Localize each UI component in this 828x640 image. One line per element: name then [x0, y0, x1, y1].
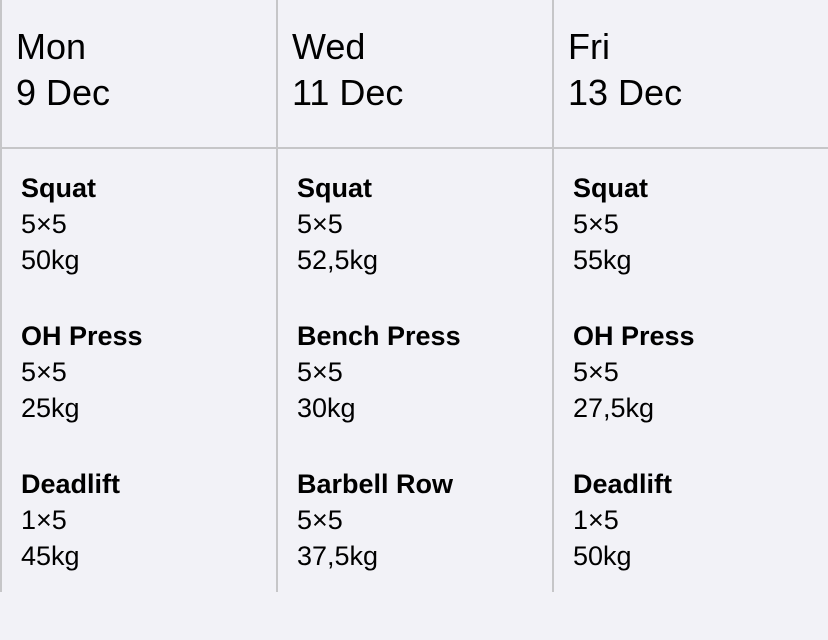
date: 11 Dec	[292, 72, 404, 113]
exercise-list: Squat 5×5 55kg OH Press 5×5 27,5kg Deadl…	[573, 170, 695, 614]
exercise-item[interactable]: Bench Press 5×5 30kg	[297, 318, 461, 466]
exercise-name: Barbell Row	[297, 469, 454, 499]
exercise-weight: 37,5kg	[297, 541, 379, 571]
exercise-weight: 50kg	[573, 541, 632, 571]
day-header: Fri 13 Dec	[568, 24, 682, 116]
weekday: Wed	[292, 26, 366, 67]
exercise-sets: 1×5	[573, 505, 619, 535]
day-column: Fri 13 Dec Squat 5×5 55kg OH Press 5×5 2…	[552, 0, 828, 592]
exercise-sets: 5×5	[297, 357, 343, 387]
exercise-sets: 5×5	[21, 209, 67, 239]
day-header: Wed 11 Dec	[292, 24, 403, 116]
exercise-item[interactable]: Squat 5×5 50kg	[21, 170, 143, 318]
exercise-name: Squat	[21, 173, 97, 203]
exercise-weight: 45kg	[21, 541, 80, 571]
exercise-item[interactable]: OH Press 5×5 25kg	[21, 318, 143, 466]
exercise-name: Deadlift	[21, 469, 121, 499]
exercise-name: Squat	[297, 173, 373, 203]
exercise-sets: 5×5	[573, 357, 619, 387]
exercise-item[interactable]: OH Press 5×5 27,5kg	[573, 318, 695, 466]
exercise-name: OH Press	[21, 321, 143, 351]
day-column: Wed 11 Dec Squat 5×5 52,5kg Bench Press …	[276, 0, 552, 592]
header-divider	[0, 147, 828, 149]
exercise-weight: 30kg	[297, 393, 356, 423]
exercise-item[interactable]: Squat 5×5 52,5kg	[297, 170, 461, 318]
exercise-list: Squat 5×5 52,5kg Bench Press 5×5 30kg Ba…	[297, 170, 461, 614]
weekday: Mon	[16, 26, 87, 67]
exercise-weight: 50kg	[21, 245, 80, 275]
date: 9 Dec	[16, 72, 111, 113]
exercise-sets: 5×5	[573, 209, 619, 239]
exercise-item[interactable]: Deadlift 1×5 50kg	[573, 466, 695, 614]
exercise-sets: 5×5	[297, 209, 343, 239]
day-header: Mon 9 Dec	[16, 24, 110, 116]
exercise-item[interactable]: Squat 5×5 55kg	[573, 170, 695, 318]
date: 13 Dec	[568, 72, 683, 113]
day-column: Mon 9 Dec Squat 5×5 50kg OH Press 5×5 25…	[0, 0, 276, 592]
exercise-list: Squat 5×5 50kg OH Press 5×5 25kg Deadlif…	[21, 170, 143, 614]
exercise-item[interactable]: Deadlift 1×5 45kg	[21, 466, 143, 614]
exercise-weight: 55kg	[573, 245, 632, 275]
exercise-name: OH Press	[573, 321, 695, 351]
exercise-sets: 5×5	[297, 505, 343, 535]
exercise-weight: 27,5kg	[573, 393, 655, 423]
exercise-name: Squat	[573, 173, 649, 203]
exercise-weight: 25kg	[21, 393, 80, 423]
exercise-name: Deadlift	[573, 469, 673, 499]
exercise-item[interactable]: Barbell Row 5×5 37,5kg	[297, 466, 461, 614]
weekday: Fri	[568, 26, 610, 67]
exercise-sets: 5×5	[21, 357, 67, 387]
exercise-name: Bench Press	[297, 321, 461, 351]
exercise-weight: 52,5kg	[297, 245, 379, 275]
exercise-sets: 1×5	[21, 505, 67, 535]
